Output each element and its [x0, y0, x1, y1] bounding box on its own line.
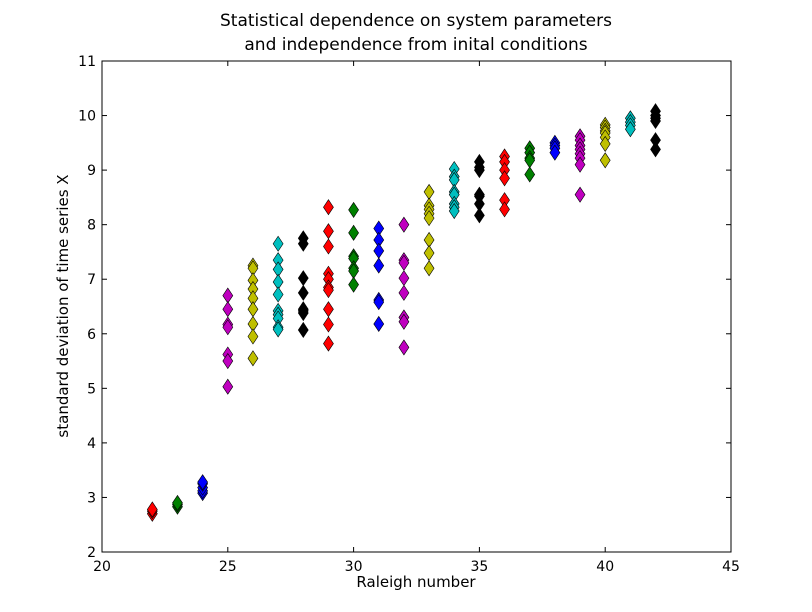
data-point: [499, 170, 510, 187]
data-point: [272, 235, 284, 252]
series-5: [272, 110, 636, 338]
y-tick-label: 10: [78, 109, 96, 125]
data-point: [499, 201, 510, 218]
data-point: [297, 321, 309, 338]
y-tick-label: 5: [87, 381, 96, 397]
data-point: [373, 294, 385, 311]
data-point: [146, 501, 158, 518]
data-point: [398, 216, 410, 233]
x-axis-label: Raleigh number: [356, 573, 476, 591]
data-point: [247, 350, 259, 367]
y-tick-label: 3: [87, 490, 96, 506]
data-point: [323, 316, 334, 333]
plot-frame: [101, 60, 732, 553]
data-point: [624, 121, 636, 138]
data-point: [398, 313, 410, 330]
series-6: [297, 103, 661, 338]
data-point: [222, 319, 234, 336]
data-point: [297, 305, 309, 322]
data-point: [448, 202, 460, 220]
data-point: [373, 257, 385, 274]
data-point: [297, 235, 309, 252]
data-point: [323, 199, 334, 216]
series-2: [197, 134, 561, 502]
x-tick-label: 30: [345, 559, 363, 575]
data-point: [398, 339, 410, 356]
y-tick-label: 4: [87, 436, 96, 452]
data-point: [297, 284, 309, 301]
data-point: [323, 335, 334, 352]
data-point: [423, 260, 435, 277]
data-point: [172, 494, 183, 511]
data-point: [373, 315, 385, 332]
y-tick-label: 9: [87, 163, 96, 179]
data-point: [272, 286, 284, 303]
data-point: [650, 112, 661, 130]
data-point: [599, 135, 611, 152]
data-point: [549, 144, 561, 161]
x-tick-label: 20: [93, 559, 111, 575]
data-point: [574, 156, 586, 173]
data-point: [197, 474, 209, 491]
chart-title-line-1: Statistical dependence on system paramet…: [220, 11, 612, 31]
plot-background: [102, 61, 731, 552]
data-point: [348, 224, 359, 241]
series-1: [172, 140, 536, 515]
data-point: [574, 186, 586, 203]
data-point: [423, 210, 435, 227]
data-point: [599, 152, 611, 169]
data-point: [222, 353, 234, 370]
data-point: [398, 284, 410, 301]
y-tick-label: 7: [87, 272, 96, 288]
y-tick-label: 8: [87, 218, 96, 234]
x-tick-label: 40: [596, 559, 614, 575]
y-axis-label: standard deviation of time series X: [54, 174, 72, 437]
series-4: [247, 116, 611, 367]
data-point: [348, 201, 359, 218]
data-point: [474, 162, 485, 179]
data-point: [474, 207, 485, 224]
x-tick-label: 45: [722, 559, 740, 575]
series-0: [146, 148, 510, 522]
data-point: [323, 282, 334, 299]
x-tick-label: 35: [470, 559, 488, 575]
data-point: [323, 238, 334, 255]
series-3: [222, 128, 586, 395]
plot-area: [102, 61, 731, 552]
data-point: [650, 141, 661, 158]
data-point: [272, 321, 284, 338]
data-point: [222, 378, 234, 395]
chart-title-line-2: and independence from inital conditions: [244, 35, 587, 55]
data-point: [348, 276, 359, 293]
data-points: [146, 103, 661, 522]
y-tick-label: 11: [78, 54, 96, 70]
x-tick-label: 25: [219, 559, 237, 575]
data-point: [247, 328, 259, 345]
y-tick-label: 6: [87, 327, 96, 343]
y-tick-label: 2: [87, 545, 96, 561]
data-point: [524, 166, 536, 183]
